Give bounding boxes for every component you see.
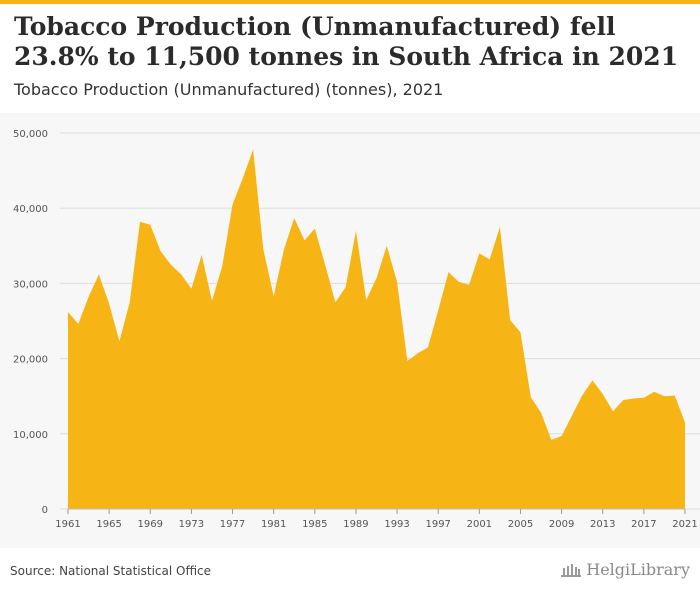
area-chart: 0 10,000 20,000 30,000 40,000 50,000 1961 1965 1… (13, 129, 700, 530)
x-tick-label: 1985 (302, 519, 327, 530)
x-tick-label: 1965 (96, 519, 121, 530)
chart-panel: 0 10,000 20,000 30,000 40,000 50,000 1961 1965 1… (0, 113, 700, 548)
brand-name: HelgiLibrary (586, 560, 690, 579)
x-tick-label: 2021 (672, 519, 697, 530)
series-area (68, 149, 685, 509)
x-tick-label: 1997 (425, 519, 450, 530)
y-tick-label: 40,000 (13, 204, 48, 215)
chart-subtitle: Tobacco Production (Unmanufactured) (ton… (14, 80, 444, 99)
y-tick-label: 50,000 (13, 129, 48, 140)
brand-logo[interactable]: HelgiLibrary (560, 560, 690, 579)
x-tick-label: 2005 (508, 519, 533, 530)
accent-bar (0, 0, 700, 4)
y-tick-label: 10,000 (13, 430, 48, 441)
x-tick-label: 2001 (467, 519, 492, 530)
page-title: Tobacco Production (Unmanufactured) fell… (14, 12, 679, 71)
y-tick-label: 0 (42, 505, 48, 516)
library-icon (561, 563, 582, 577)
x-tick-label: 2017 (631, 519, 656, 530)
x-tick-label: 1989 (343, 519, 368, 530)
x-tick-label: 1977 (220, 519, 245, 530)
x-tick-label: 1969 (138, 519, 163, 530)
y-tick-label: 20,000 (13, 355, 48, 366)
x-tick-label: 2009 (549, 519, 574, 530)
footer: Source: National Statistical Office Helg… (0, 548, 700, 596)
y-tick-label: 30,000 (13, 279, 48, 290)
x-tick-label: 1973 (179, 519, 204, 530)
x-tick-label: 1961 (55, 519, 80, 530)
x-tick-label: 1993 (384, 519, 409, 530)
x-tick-label: 2013 (590, 519, 615, 530)
x-tick-label: 1981 (261, 519, 286, 530)
source-note: Source: National Statistical Office (10, 564, 212, 578)
